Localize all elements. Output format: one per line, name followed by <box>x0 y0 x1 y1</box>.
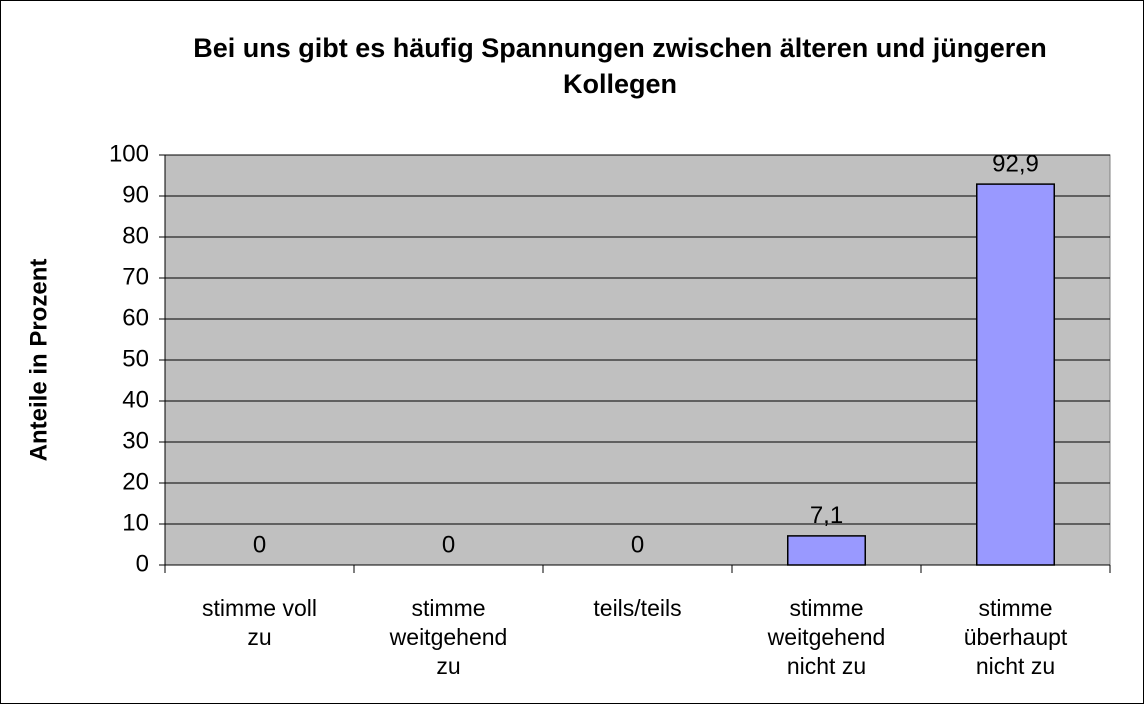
y-tick-label: 100 <box>109 140 149 167</box>
y-tick-label: 0 <box>136 550 149 577</box>
y-tick-label: 40 <box>122 386 149 413</box>
x-tick-label: teils/teils <box>593 595 682 621</box>
chart-title: Bei uns gibt es häufig Spannungen zwisch… <box>193 33 1047 99</box>
x-tick-label: stimme überhaupt nicht zu <box>963 595 1068 679</box>
data-label: 92,9 <box>992 150 1039 177</box>
y-tick-label: 30 <box>122 427 149 454</box>
y-tick-label: 80 <box>122 222 149 249</box>
y-tick-label: 10 <box>122 509 149 536</box>
y-tick-label: 90 <box>122 181 149 208</box>
x-tick-label: stimme weitgehend zu <box>389 595 508 679</box>
y-axis-label: Anteile in Prozent <box>25 259 52 462</box>
bar <box>976 183 1055 566</box>
x-tick-label: stimme voll zu <box>201 595 317 650</box>
y-tick-label: 20 <box>122 468 149 495</box>
bar <box>787 535 866 566</box>
x-tick-label: stimme weitgehend nicht zu <box>767 595 886 679</box>
data-label: 7,1 <box>810 502 843 529</box>
y-tick-label: 50 <box>122 345 149 372</box>
data-label: 0 <box>442 531 455 558</box>
data-label: 0 <box>253 531 266 558</box>
y-tick-label: 70 <box>122 263 149 290</box>
y-tick-label: 60 <box>122 304 149 331</box>
data-label: 0 <box>631 531 644 558</box>
